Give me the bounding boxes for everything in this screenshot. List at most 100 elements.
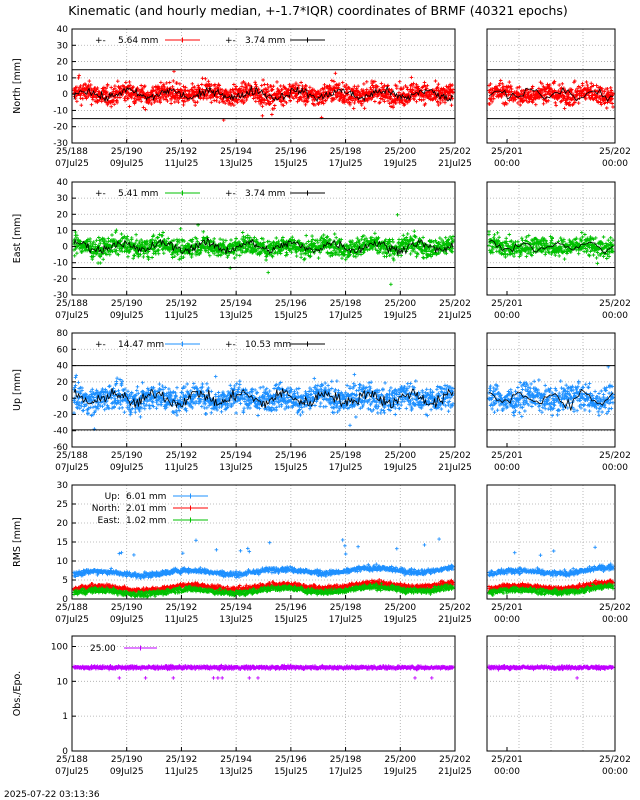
y-tick-label: -20 <box>53 410 68 420</box>
x-tick-label: 25/194 <box>220 603 252 613</box>
legend-symbol: +- <box>95 340 106 350</box>
x-tick-date-label: 17Jul25 <box>329 615 363 625</box>
x-tick-label: 25/200 <box>384 147 416 157</box>
y-tick-label: 100 <box>51 642 68 652</box>
x-tick-date-label: 15Jul25 <box>274 159 308 169</box>
zoom-plot: 25/201 00:00 25/202 00:00 <box>486 635 631 777</box>
x-tick-label: 25/202 <box>439 451 471 461</box>
x-tick-date-label: 09Jul25 <box>110 159 144 169</box>
zoom-plot: 25/201 00:00 25/202 00:00 <box>486 181 631 321</box>
legend-symbol: +- <box>225 36 236 46</box>
median-line <box>488 87 614 103</box>
x-tick-label: 25/198 <box>330 755 362 765</box>
median-line <box>73 85 454 103</box>
legend-marker <box>188 517 193 523</box>
y-tick-label: 10 <box>57 557 69 567</box>
data-points <box>72 663 455 680</box>
x-tick-label: 25/198 <box>330 603 362 613</box>
y-tick-label: 0 <box>62 394 68 404</box>
x-tick-label: 25/196 <box>275 755 307 765</box>
x-tick-date-label: 00:00 <box>602 463 628 473</box>
x-tick-label: 25/200 <box>384 755 416 765</box>
data-points <box>487 223 615 269</box>
x-tick-label: 25/202 <box>439 603 471 613</box>
x-tick-date-label: 19Jul25 <box>383 463 417 473</box>
y-axis-label: RMS [mm] <box>12 517 23 567</box>
x-tick-label: 25/202 <box>439 147 471 157</box>
median-line <box>488 388 614 411</box>
y-axis-label: East [mm] <box>12 214 23 263</box>
y-tick-label: 40 <box>57 25 69 35</box>
legend-value: 1.02 mm <box>126 516 166 526</box>
x-tick-date-label: 21Jul25 <box>438 311 472 321</box>
legend-label: North: <box>92 504 120 514</box>
y-tick-label: 0 <box>62 595 68 605</box>
legend-marker <box>305 190 310 196</box>
x-tick-label: 25/190 <box>111 755 143 765</box>
data-points <box>487 545 615 597</box>
x-tick-date-label: 21Jul25 <box>438 767 472 777</box>
x-tick-date-label: 11Jul25 <box>165 463 199 473</box>
y-tick-label: 0 <box>62 243 68 253</box>
y-tick-label: -30 <box>53 291 68 301</box>
x-tick-date-label: 07Jul25 <box>55 463 89 473</box>
x-tick-label: 25/192 <box>166 603 198 613</box>
x-tick-label: 25/196 <box>275 451 307 461</box>
y-axis-label: Obs./Epo. <box>12 671 23 716</box>
data-mark-obs <box>487 664 615 680</box>
legend-marker <box>305 37 310 43</box>
y-tick-label: 5 <box>62 576 68 586</box>
legend-symbol: +- <box>225 340 236 350</box>
legend-value: 2.01 mm <box>126 504 166 514</box>
x-tick-label: 25/201 <box>491 755 523 765</box>
x-tick-label: 25/194 <box>220 755 252 765</box>
y-tick-label: 10 <box>57 677 69 687</box>
y-tick-label: 80 <box>57 329 69 339</box>
plot-frame <box>486 332 616 448</box>
x-tick-date-label: 00:00 <box>602 311 628 321</box>
legend-symbol: +- <box>95 36 106 46</box>
y-tick-label: 30 <box>57 194 69 204</box>
panels: North [mm]403020100-10-20-3025/18807Jul2… <box>12 25 631 777</box>
main-plot: 100101025/18807Jul2525/19009Jul2525/1921… <box>51 635 472 777</box>
legend-value: 25.00 <box>90 644 116 654</box>
legend-marker <box>180 37 185 43</box>
x-tick-date-label: 13Jul25 <box>219 311 253 321</box>
zoom-plot: 25/201 00:00 25/202 00:00 <box>486 332 631 473</box>
legend-value: 3.74 mm <box>245 36 285 46</box>
x-tick-date-label: 00:00 <box>494 159 520 169</box>
x-tick-date-label: 00:00 <box>494 615 520 625</box>
x-tick-label: 25/202 <box>439 299 471 309</box>
median-line <box>73 388 454 409</box>
legend-marker <box>188 505 193 511</box>
x-tick-date-label: 07Jul25 <box>55 615 89 625</box>
y-tick-label: 10 <box>57 226 69 236</box>
legend-value: 5.64 mm <box>118 36 158 46</box>
legend: Up: 6.01 mm North: 2.01 mm East: 1.02 mm <box>92 492 208 526</box>
data-mark-rms-east <box>487 582 615 597</box>
x-tick-date-label: 07Jul25 <box>55 159 89 169</box>
x-tick-label: 25/188 <box>56 603 88 613</box>
legend-value: 5.41 mm <box>118 189 158 199</box>
legend-marker <box>180 190 185 196</box>
x-tick-date-label: 00:00 <box>602 767 628 777</box>
data-mark-rms-east <box>72 581 455 599</box>
x-tick-label: 25/192 <box>166 299 198 309</box>
x-tick-date-label: 13Jul25 <box>219 767 253 777</box>
x-tick-label: 25/192 <box>166 755 198 765</box>
y-tick-label: 0 <box>62 90 68 100</box>
x-tick-date-label: 15Jul25 <box>274 311 308 321</box>
legend-marker <box>138 645 143 651</box>
x-tick-date-label: 19Jul25 <box>383 767 417 777</box>
data-mark-north <box>487 78 615 111</box>
x-tick-date-label: 11Jul25 <box>165 159 199 169</box>
plot-frame <box>486 484 616 600</box>
chart-title: Kinematic (and hourly median, +-1.7*IQR)… <box>68 3 568 18</box>
x-tick-date-label: 00:00 <box>494 767 520 777</box>
y-tick-label: -60 <box>53 443 68 453</box>
x-tick-label: 25/200 <box>384 299 416 309</box>
data-points <box>72 365 455 431</box>
